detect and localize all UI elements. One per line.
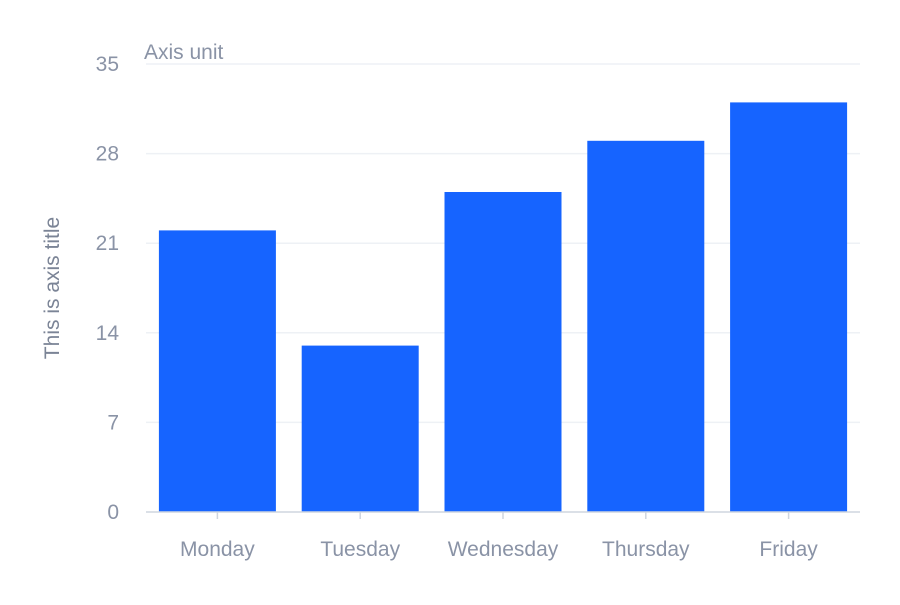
y-tick-label-35: 35	[96, 53, 119, 76]
y-tick-label-14: 14	[96, 322, 120, 345]
bar-friday	[730, 102, 848, 513]
bar-wednesday	[444, 192, 562, 512]
bar-thursday	[587, 140, 705, 513]
y-tick-label-7: 7	[107, 411, 119, 434]
x-tick-label-friday: Friday	[759, 538, 818, 561]
bar-monday	[158, 230, 276, 512]
y-tick-label-21: 21	[96, 232, 119, 255]
y-axis-unit: Axis unit	[144, 41, 224, 64]
bar-tuesday	[301, 345, 419, 512]
y-tick-label-28: 28	[96, 143, 119, 166]
x-tick-label-wednesday: Wednesday	[448, 538, 559, 561]
x-tick-label-tuesday: Tuesday	[320, 538, 400, 561]
x-tick-label-thursday: Thursday	[602, 538, 690, 561]
y-tick-label-0: 0	[107, 501, 119, 524]
axes: 0 7 14 21 28 35 Monday Tuesday Wednesday Thursday…	[96, 53, 860, 561]
bars	[158, 102, 848, 513]
x-tick-label-monday: Monday	[180, 538, 255, 561]
y-axis-title: This is axis title	[41, 217, 64, 359]
